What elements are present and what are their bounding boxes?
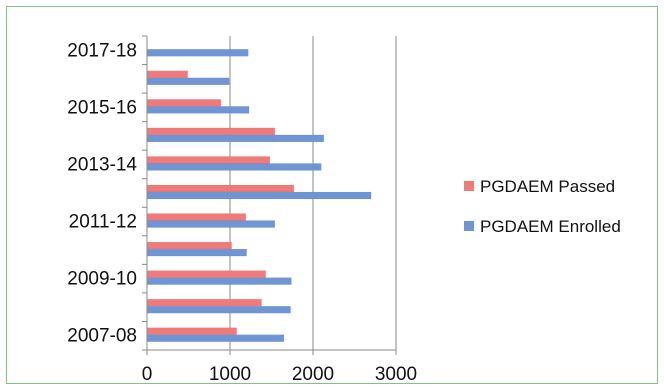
- bar-enrolled-2009-10: [146, 277, 292, 285]
- bar-enrolled-2014-15: [146, 134, 325, 143]
- bar-passed-2014-15: [146, 127, 276, 136]
- y-tick-label-2017-18: 2017-18: [67, 40, 137, 61]
- bar-passed-2013-14: [146, 156, 271, 164]
- bar-enrolled-2013-14: [146, 163, 322, 171]
- bar-passed-2010-11: [146, 241, 232, 250]
- y-tick-label-2007-08: 2007-08: [67, 326, 137, 347]
- bar-passed-2012-13: [146, 184, 295, 193]
- bar-enrolled-2007-08: [146, 334, 285, 342]
- bar-passed-2009-10: [146, 270, 266, 278]
- legend-swatch-1: [464, 221, 474, 231]
- bar-passed-2015-16: [146, 99, 222, 107]
- x-tick-label-2000: 2000: [292, 364, 334, 385]
- y-tick-label-2015-16: 2015-16: [67, 97, 137, 118]
- bar-enrolled-2012-13: [146, 191, 372, 200]
- bar-enrolled-2010-11: [146, 248, 247, 257]
- bar-passed-2007-08: [146, 327, 237, 335]
- bar-passed-2016-17: [146, 70, 188, 79]
- legend-label-0: PGDAEM Passed: [480, 177, 615, 196]
- bar-enrolled-2015-16: [146, 106, 250, 114]
- bar-passed-2008-09: [146, 298, 262, 307]
- legend-label-1: PGDAEM Enrolled: [480, 217, 621, 236]
- x-tick-label-3000: 3000: [375, 364, 417, 385]
- bar-passed-2011-12: [146, 213, 247, 221]
- bar-enrolled-2008-09: [146, 305, 291, 314]
- legend-swatch-0: [464, 181, 474, 191]
- bar-enrolled-2017-18: [146, 49, 249, 57]
- y-tick-label-2011-12: 2011-12: [69, 212, 137, 233]
- x-tick-label-1000: 1000: [209, 364, 251, 385]
- y-tick-label-2013-14: 2013-14: [67, 154, 137, 175]
- bar-enrolled-2016-17: [146, 77, 230, 86]
- bar-enrolled-2011-12: [146, 220, 276, 228]
- y-tick-label-2009-10: 2009-10: [67, 269, 137, 290]
- x-tick-label-0: 0: [142, 364, 153, 385]
